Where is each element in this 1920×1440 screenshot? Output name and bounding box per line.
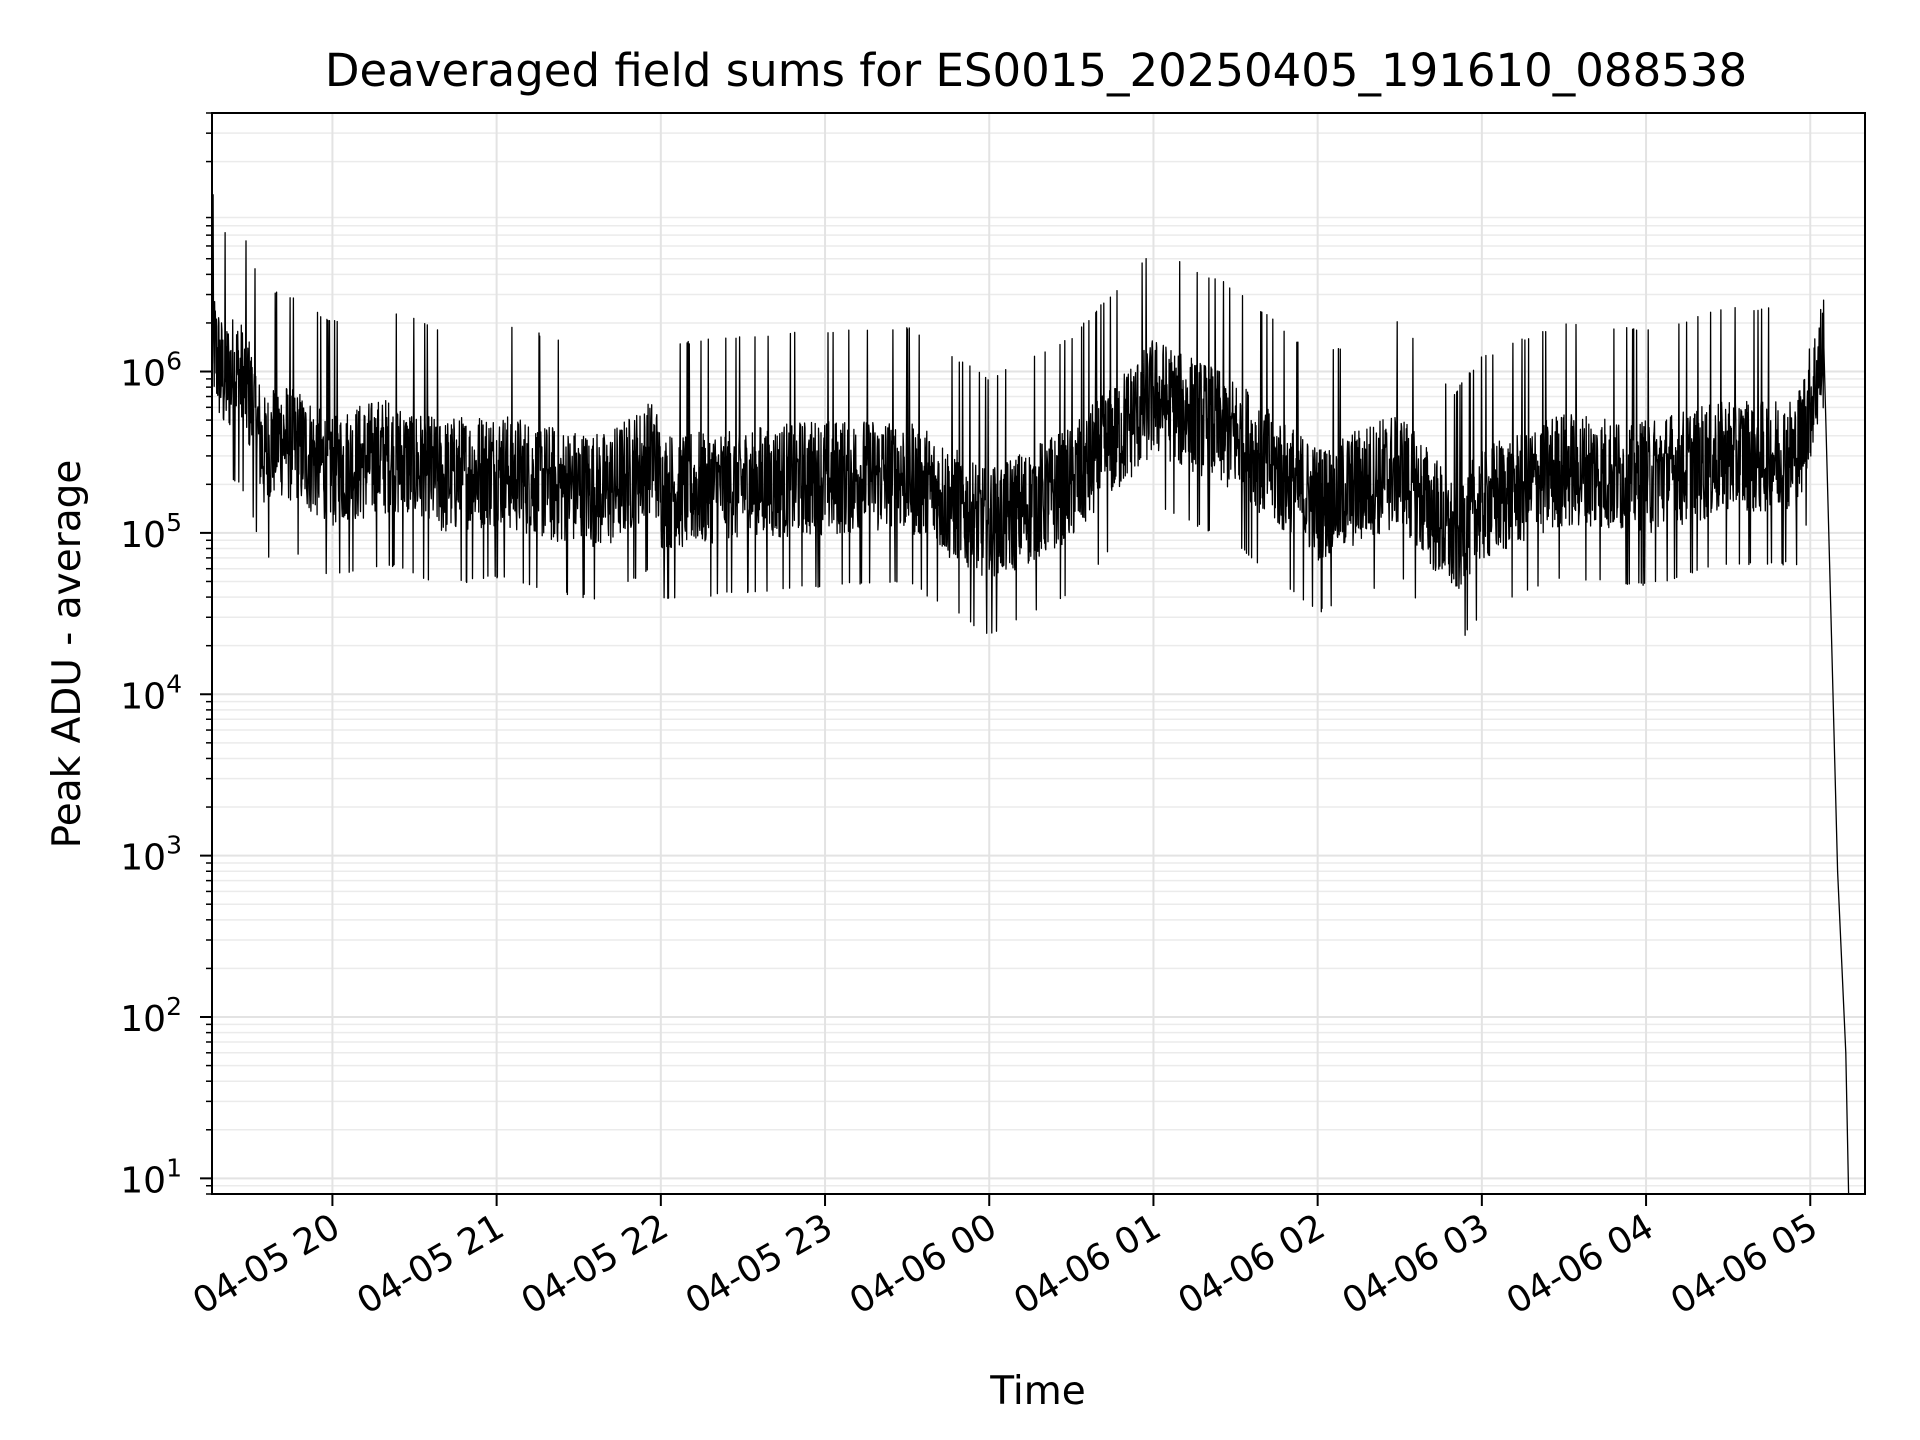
y-tick-label: 101 bbox=[120, 1153, 182, 1201]
plot-frame bbox=[211, 112, 1866, 1195]
x-tick-label: 04-05 23 bbox=[679, 1206, 840, 1322]
x-tick-label: 04-06 02 bbox=[1171, 1206, 1332, 1322]
x-tick-label: 04-05 20 bbox=[186, 1206, 347, 1322]
y-tick-label: 102 bbox=[120, 992, 182, 1040]
y-tick-label: 103 bbox=[120, 831, 182, 879]
x-tick-label: 04-06 04 bbox=[1500, 1206, 1661, 1322]
x-tick-label: 04-06 00 bbox=[843, 1206, 1004, 1322]
series-layer bbox=[211, 194, 1850, 1195]
x-axis-label: Time bbox=[989, 1369, 1085, 1414]
y-tick-label: 105 bbox=[120, 508, 182, 556]
y-axis: 101 102 103 104 105 106 bbox=[120, 112, 212, 1201]
series-line bbox=[211, 194, 1850, 1195]
x-tick-label: 04-05 22 bbox=[515, 1206, 676, 1322]
x-tick-label: 04-06 05 bbox=[1664, 1206, 1825, 1322]
x-tick-label: 04-06 01 bbox=[1007, 1206, 1168, 1322]
y-axis-label: Peak ADU - average bbox=[45, 460, 90, 849]
x-tick-label: 04-06 03 bbox=[1336, 1206, 1497, 1322]
x-axis: 04-05 20 04-05 21 04-05 22 04-05 23 04-06 00… bbox=[186, 1194, 1825, 1323]
y-tick-label: 104 bbox=[120, 669, 182, 717]
y-tick-label: 106 bbox=[120, 347, 182, 395]
chart-title: Deaveraged field sums for ES0015_2025040… bbox=[325, 44, 1747, 97]
grid bbox=[212, 112, 1865, 1195]
x-tick-label: 04-05 21 bbox=[350, 1206, 511, 1322]
